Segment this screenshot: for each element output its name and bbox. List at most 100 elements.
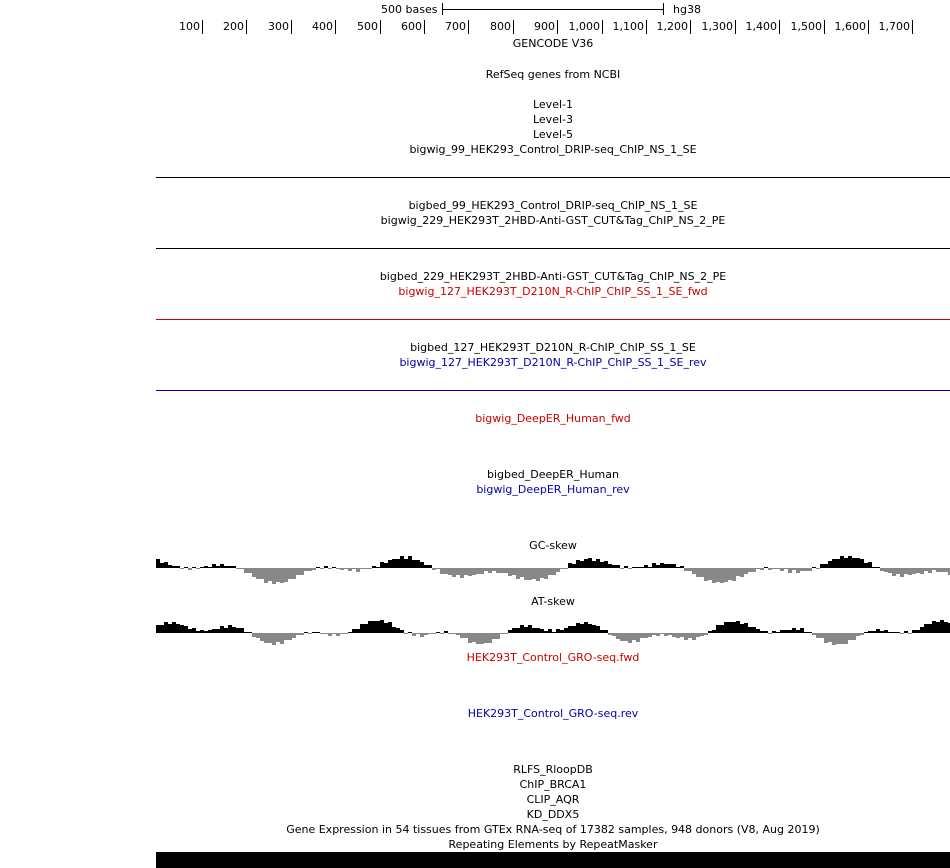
skew-bar (940, 568, 944, 572)
skew-bar (600, 562, 604, 568)
skew-bar (872, 567, 876, 568)
skew-bar (240, 568, 244, 569)
skew-bar (372, 566, 376, 568)
skew-bar (828, 561, 832, 568)
skew-bar (452, 568, 456, 577)
skew-bar (336, 568, 340, 569)
track-gro-rev[interactable]: HEK293T_Control_GRO-seq.rev (467, 707, 639, 720)
skew-bar (368, 621, 372, 633)
track-bigbed-229[interactable]: bigbed_229_HEK293T_2HBD-Anti-GST_CUT&Tag… (379, 270, 727, 283)
skew-bar (612, 633, 616, 636)
skew-bar (460, 568, 464, 578)
skew-bar (828, 633, 832, 642)
skew-bar (552, 568, 556, 575)
track-gc-skew[interactable]: GC-skew (529, 539, 577, 552)
track-level-3[interactable]: Level-3 (532, 113, 573, 126)
skew-bar (700, 568, 704, 577)
skew-bar (812, 567, 816, 568)
skew-bar (224, 566, 228, 568)
skew-bar (584, 559, 588, 568)
track-chip-brca1[interactable]: ChIP_BRCA1 (519, 778, 587, 791)
skew-bar (876, 567, 880, 568)
ruler-tick-label: 1,000 (568, 20, 601, 33)
track-deeper-fwd[interactable]: bigwig_DeepER_Human_fwd (475, 412, 631, 425)
track-bigbed-127[interactable]: bigbed_127_HEK293T_D210N_R-ChIP_ChIP_SS_… (410, 341, 696, 354)
skew-bar (444, 631, 448, 633)
track-deeper-bigbed[interactable]: bigbed_DeepER_Human (486, 468, 619, 481)
skew-bar (760, 568, 764, 570)
skew-bar (944, 622, 948, 633)
skew-bar (216, 566, 220, 568)
track-clip-aqr[interactable]: CLIP_AQR (526, 793, 580, 806)
skew-bar (520, 568, 524, 577)
skew-bar (208, 630, 212, 633)
skew-bar (480, 633, 484, 644)
skew-bar (676, 633, 680, 638)
skew-bar (596, 626, 600, 633)
track-gencode[interactable]: GENCODE V36 (512, 37, 594, 50)
ruler-tick-mark (602, 20, 603, 34)
skew-bar (676, 567, 680, 568)
track-bigwig-127-fwd[interactable]: bigwig_127_HEK293T_D210N_R-ChIP_ChIP_SS_… (398, 285, 708, 298)
skew-bar (416, 633, 420, 634)
skew-bar (436, 632, 440, 633)
track-refseq[interactable]: RefSeq genes from NCBI (485, 68, 621, 81)
ruler-tick-mark (779, 20, 780, 34)
skew-bar (172, 566, 176, 568)
skew-bar (164, 622, 168, 633)
track-repeatmasker[interactable]: Repeating Elements by RepeatMasker (448, 838, 658, 851)
skew-bar (944, 568, 948, 572)
skew-bar (484, 633, 488, 643)
track-bigwig-229[interactable]: bigwig_229_HEK293T_2HBD-Anti-GST_CUT&Tag… (380, 214, 726, 227)
skew-bar (236, 568, 240, 569)
skew-bar (824, 564, 828, 568)
track-rlfs[interactable]: RLFS_RloopDB (513, 763, 593, 776)
track-level-5[interactable]: Level-5 (532, 128, 573, 141)
skew-bar (284, 568, 288, 582)
skew-bar (292, 633, 296, 638)
track-bigwig-127-rev[interactable]: bigwig_127_HEK293T_D210N_R-ChIP_ChIP_SS_… (399, 356, 707, 369)
ruler-tick-mark (824, 20, 825, 34)
track-gtex[interactable]: Gene Expression in 54 tissues from GTEx … (286, 823, 820, 836)
skew-bar (780, 568, 784, 571)
skew-bar (388, 560, 392, 568)
skew-bar (688, 633, 692, 638)
skew-bar (716, 625, 720, 633)
skew-bar (192, 628, 196, 633)
skew-bar (868, 562, 872, 568)
skew-bar (212, 564, 216, 568)
skew-bar (160, 563, 164, 568)
track-gro-fwd[interactable]: HEK293T_Control_GRO-seq.fwd (466, 651, 640, 664)
track-deeper-rev[interactable]: bigwig_DeepER_Human_rev (476, 483, 630, 496)
skew-bar (640, 633, 644, 638)
skew-bar (172, 622, 176, 633)
skew-bar (540, 629, 544, 633)
track-bigbed-99[interactable]: bigbed_99_HEK293_Control_DRIP-seq_ChIP_N… (408, 199, 698, 212)
track-at-skew[interactable]: AT-skew (531, 595, 575, 608)
ruler-tick-mark (912, 20, 913, 34)
track-kd-ddx5[interactable]: KD_DDX5 (526, 808, 580, 821)
skew-bar (648, 567, 652, 568)
skew-bar (700, 633, 704, 636)
skew-bar (528, 568, 532, 580)
skew-bar (276, 568, 280, 582)
skew-bar (556, 629, 560, 633)
skew-bar (424, 565, 428, 568)
skew-bar (748, 568, 752, 572)
skew-bar (684, 633, 688, 640)
skew-bar (316, 632, 320, 633)
skew-bar (848, 633, 852, 640)
skew-bar (432, 568, 436, 570)
track-level-1[interactable]: Level-1 (532, 98, 573, 111)
skew-bar (216, 629, 220, 633)
skew-bar (232, 627, 236, 633)
skew-bar (352, 568, 356, 569)
skew-bar (184, 626, 188, 633)
skew-bar (312, 568, 316, 570)
scale-bar-right-cap (663, 3, 664, 15)
skew-bar (620, 568, 624, 569)
skew-bar (760, 631, 764, 633)
track-bigwig-99[interactable]: bigwig_99_HEK293_Control_DRIP-seq_ChIP_N… (409, 143, 697, 156)
skew-bar (908, 633, 912, 634)
